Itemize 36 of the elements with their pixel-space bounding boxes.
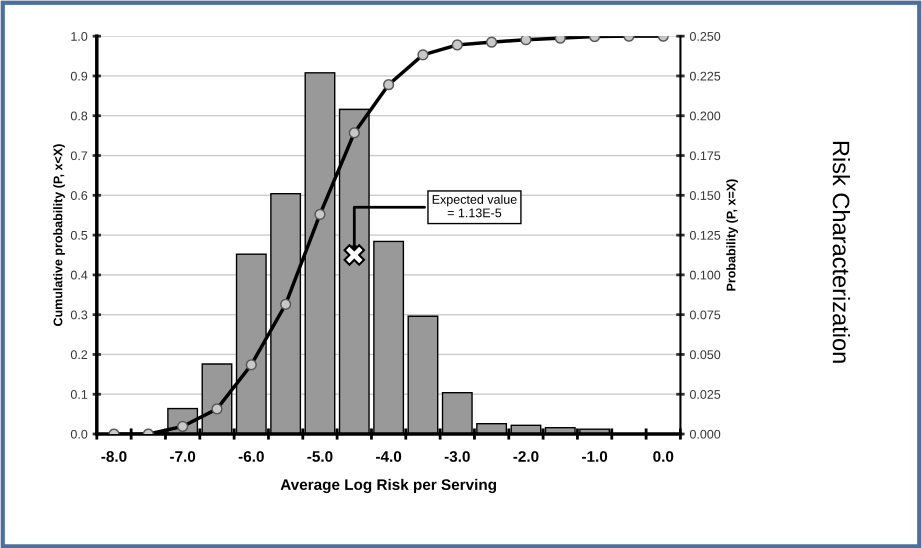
y-tick-label: 0.6: [70, 191, 88, 200]
x-tick-label: -3.0: [444, 451, 470, 462]
y-tick-label: 0.2: [70, 350, 88, 360]
x-tick-label: -6.0: [238, 451, 264, 462]
y2-tick-label: 0.125: [690, 230, 720, 240]
y2-tick-label: 0.075: [690, 310, 720, 320]
y-tick-label: 0.4: [70, 270, 88, 280]
y2-tick-label: 0.000: [690, 430, 720, 439]
y2-tick-label: 0.100: [690, 270, 720, 280]
y2-tick-label: 0.175: [690, 151, 720, 160]
y2-tick-label: 0.250: [690, 32, 720, 41]
annotation: Expected value = 1.13E-5: [432, 194, 517, 218]
x-tick-label: -2.0: [513, 451, 538, 462]
y2-axis-title: Probability (P, x=X): [726, 179, 738, 291]
y-tick-label: 0.5: [70, 230, 88, 240]
y2-tick-label: 0.050: [690, 350, 720, 360]
x-axis-title: Average Log Risk per Serving: [280, 478, 496, 494]
x-tick-label: -7.0: [170, 451, 196, 462]
y-tick-label: 0.8: [70, 112, 88, 120]
text: Risk Characterization: [832, 142, 850, 363]
y-axis-title: Cumulative probability (P, x<X): [53, 144, 65, 326]
x-tick-label: -5.0: [307, 451, 332, 462]
y-tick-label: 1.0: [71, 32, 88, 41]
y-tick-label: 0.1: [70, 390, 88, 399]
x-tick-label: -4.0: [376, 451, 402, 462]
y2-tick-label: 0.025: [690, 390, 720, 399]
y2-tick-label: 0.225: [690, 72, 720, 81]
x-tick-label: -1.0: [582, 451, 608, 462]
y2-tick-label: 0.150: [690, 191, 720, 200]
x-tick-label: -8.0: [101, 451, 127, 462]
y-tick-label: 0.9: [70, 72, 88, 81]
y-tick-label: 0.0: [70, 430, 88, 439]
x-tick-label: 0.0: [653, 451, 674, 462]
y2-tick-label: 0.200: [690, 112, 720, 120]
y-tick-label: 0.7: [70, 151, 88, 160]
y-tick-label: 0.3: [70, 310, 88, 320]
